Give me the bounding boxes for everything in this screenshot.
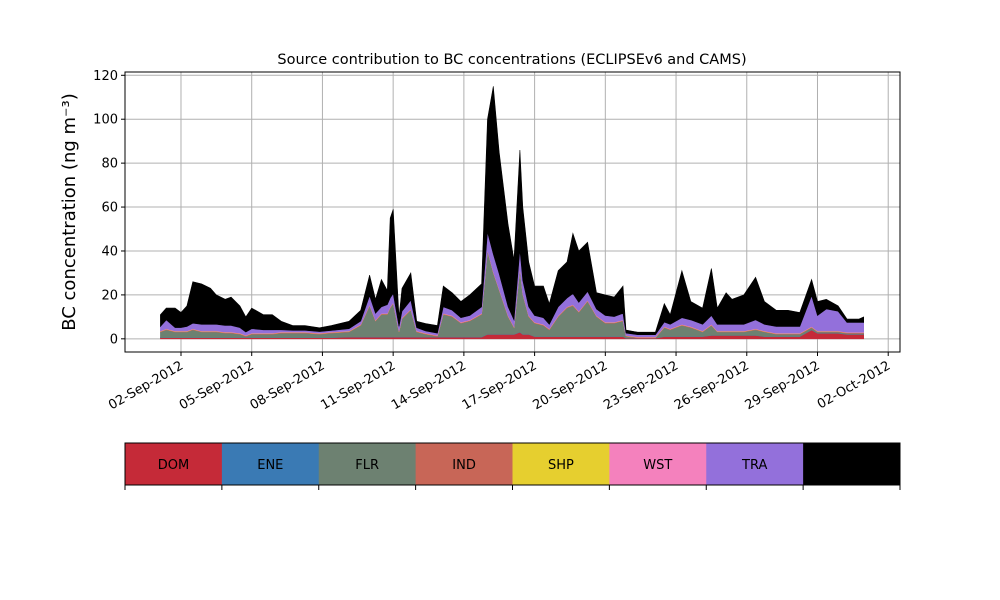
legend-label: ENE <box>257 458 283 473</box>
x-tick-label: 05-Sep-2012 <box>177 358 257 413</box>
legend-label: FLR <box>355 458 379 473</box>
x-axis: 02-Sep-201205-Sep-201208-Sep-201211-Sep-… <box>106 352 893 413</box>
y-tick-label: 80 <box>101 157 118 172</box>
chart-title: Source contribution to BC concentrations… <box>277 52 746 68</box>
legend-label: BB <box>843 458 861 473</box>
area-bb <box>160 86 865 336</box>
plot-frame <box>124 71 901 353</box>
x-tick-label: 14-Sep-2012 <box>389 358 469 413</box>
y-tick-label: 100 <box>93 113 118 128</box>
legend-swatch-tra <box>706 443 804 485</box>
x-tick-label: 11-Sep-2012 <box>318 358 398 413</box>
legend-swatch-ind <box>415 443 513 485</box>
y-axis: 0 20 40 60 80 100 120 <box>93 69 125 347</box>
y-tick-label: 40 <box>101 244 118 259</box>
legend-label: SHP <box>548 458 574 473</box>
legend-swatch-bb <box>803 443 901 485</box>
legend-swatch-flr <box>318 443 417 485</box>
legend-swatch-ene <box>221 443 320 485</box>
legend-label: TRA <box>741 458 767 473</box>
legend-label: DOM <box>158 458 189 473</box>
x-tick-label: 17-Sep-2012 <box>460 358 540 413</box>
legend-label: WST <box>643 458 672 473</box>
x-tick-label: 23-Sep-2012 <box>601 358 681 413</box>
y-axis-label: BC concentration (ng m⁻³) <box>59 93 80 331</box>
x-tick-label: 20-Sep-2012 <box>530 358 610 413</box>
x-tick-label: 08-Sep-2012 <box>248 358 328 413</box>
stacked-areas <box>160 86 865 340</box>
legend-swatch-dom <box>125 443 223 485</box>
y-tick-label: 0 <box>110 332 118 347</box>
x-tick-label: 26-Sep-2012 <box>672 358 752 413</box>
legend-swatch-wst <box>609 443 707 485</box>
legend-colorbar: DOM ENE FLR IND SHP WST TRA BB <box>124 442 901 490</box>
x-tick-label: 02-Sep-2012 <box>106 358 186 413</box>
y-tick-label: 60 <box>101 201 118 216</box>
legend-swatch-shp <box>512 443 610 485</box>
legend-label: IND <box>452 458 476 473</box>
y-tick-label: 20 <box>101 288 118 303</box>
y-tick-label: 120 <box>93 69 118 84</box>
x-tick-label: 02-Oct-2012 <box>815 358 893 412</box>
x-tick-label: 29-Sep-2012 <box>743 358 823 413</box>
